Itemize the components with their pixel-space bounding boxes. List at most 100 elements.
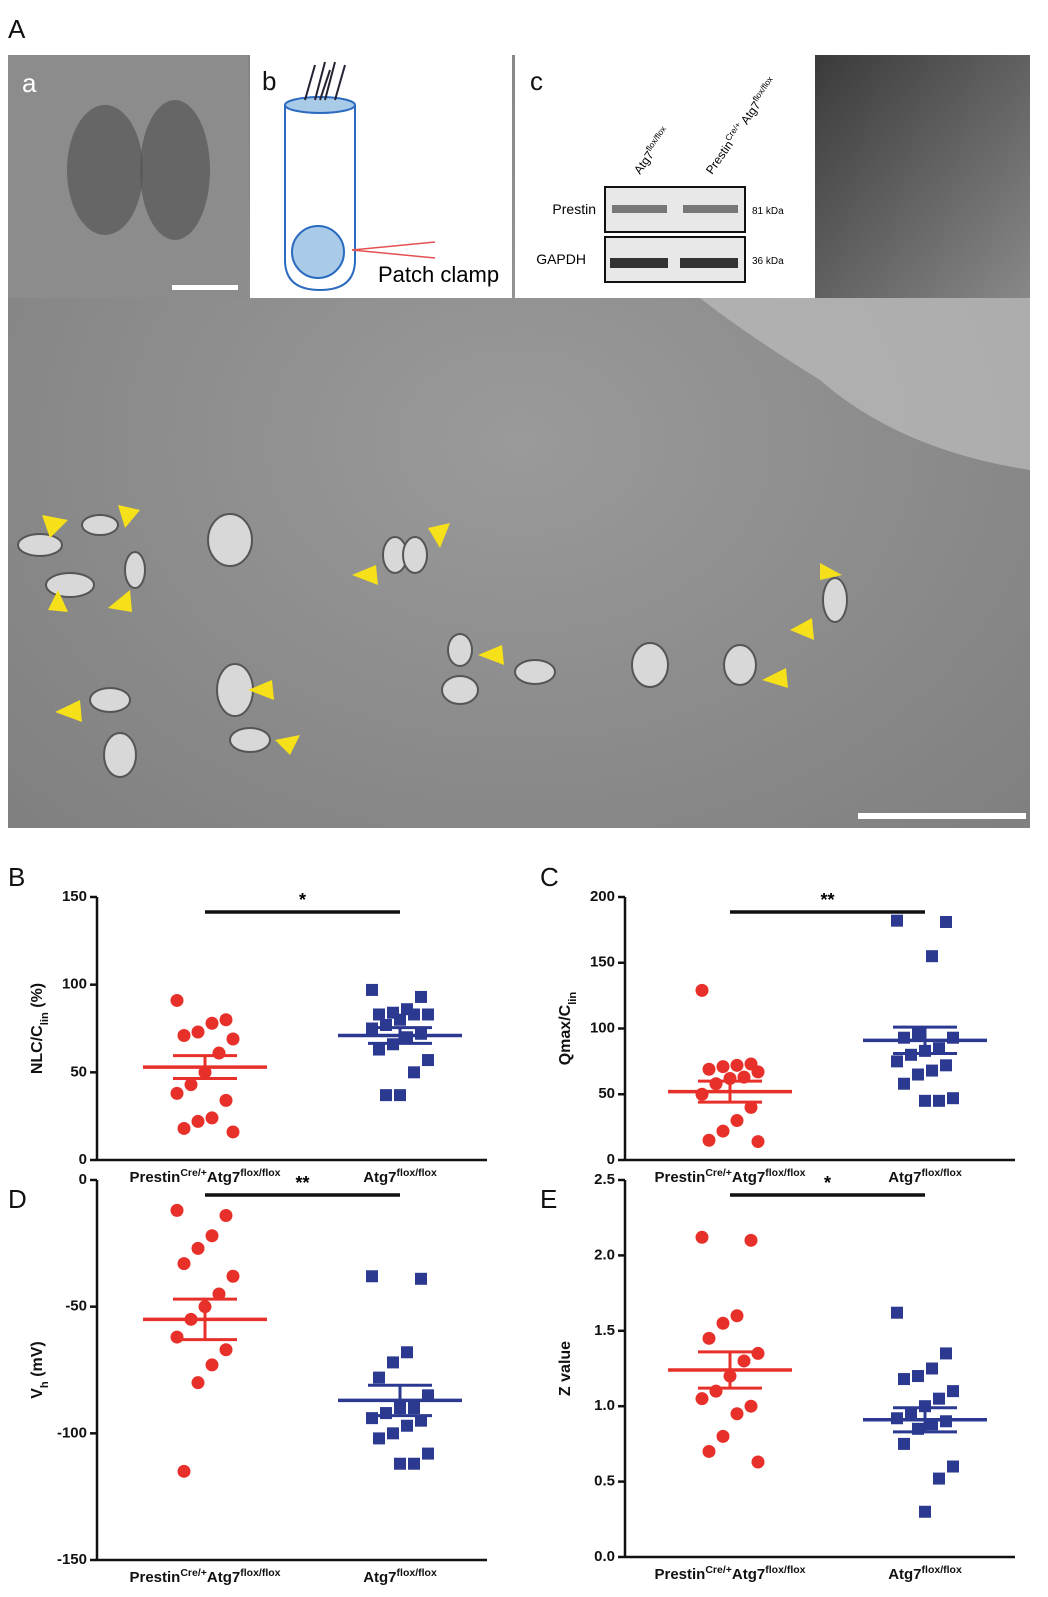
label-part: flox/flox [397, 1167, 437, 1179]
data-point [422, 1008, 434, 1021]
data-point [905, 1407, 917, 1420]
data-point [170, 1086, 184, 1100]
scale-bar [172, 285, 238, 290]
x-tick-label: PrestinCre/+Atg7flox/flox [654, 1167, 805, 1186]
bands [610, 205, 738, 268]
data-point [716, 1124, 730, 1138]
data-point [380, 1018, 392, 1031]
y-tick-label: 2.0 [594, 1246, 615, 1263]
label-part: Qmax/C [557, 1004, 574, 1065]
data-point [898, 1077, 910, 1090]
data-point [177, 1257, 191, 1271]
y-tick-label: 200 [590, 888, 615, 905]
data-point [205, 1229, 219, 1243]
pipette [351, 241, 436, 259]
label-part: flox/flox [240, 1567, 280, 1579]
data-point [219, 1093, 233, 1107]
data-point [709, 1384, 723, 1398]
data-point [226, 1269, 240, 1283]
data-point [212, 1287, 226, 1301]
significance-label: ** [820, 890, 834, 910]
y-tick-label: -50 [65, 1298, 87, 1315]
data-point [177, 1464, 191, 1478]
data-point [226, 1125, 240, 1139]
y-tick-label: 50 [70, 1063, 87, 1080]
panel-label: B [8, 862, 25, 892]
label-part: h [39, 1381, 51, 1388]
data-point [695, 983, 709, 997]
panel-label: A [8, 14, 26, 44]
label-part: Prestin [129, 1569, 180, 1586]
label-part: flox/flox [397, 1567, 437, 1579]
data-point [205, 1016, 219, 1030]
data-point [751, 1346, 765, 1360]
data-point [737, 1354, 751, 1368]
tissue-edge [700, 298, 1030, 470]
significance-label: * [824, 1173, 831, 1193]
data-point [184, 1078, 198, 1092]
label-part: (%) [29, 983, 46, 1012]
data-point [891, 1055, 903, 1068]
data-point [415, 990, 427, 1003]
data-point [947, 1385, 959, 1398]
data-point [387, 1427, 399, 1440]
data-point [702, 1444, 716, 1458]
error-bar [698, 1350, 762, 1390]
x-tick-label: PrestinCre/+Atg7flox/flox [129, 1167, 280, 1186]
nucleus [291, 225, 345, 279]
data-point [898, 1373, 910, 1386]
label-part: Atg7 [888, 1169, 921, 1186]
data-point [702, 1133, 716, 1147]
data-point [751, 1065, 765, 1079]
y-tick-label: 2.5 [594, 1171, 615, 1188]
data-point [919, 1505, 931, 1518]
y-tick-label: -150 [57, 1551, 87, 1568]
data-point [940, 915, 952, 928]
data-point [751, 1135, 765, 1149]
cells [17, 513, 848, 778]
data-point [716, 1316, 730, 1330]
data-point [422, 1447, 434, 1460]
label-part: Atg7 [888, 1566, 921, 1583]
data-point [219, 1208, 233, 1222]
data-point [695, 1230, 709, 1244]
data-point [191, 1114, 205, 1128]
annotation: Patch clamp [378, 262, 499, 287]
y-tick-label: 50 [598, 1085, 615, 1102]
error-bar [368, 1383, 432, 1418]
label-part: lin [567, 992, 579, 1005]
data-point [947, 1092, 959, 1105]
label-part: flox/flox [765, 1564, 805, 1576]
data-point [702, 1331, 716, 1345]
data-point [170, 1203, 184, 1217]
data-point [898, 1437, 910, 1450]
arrowheads [42, 505, 842, 755]
data-point [373, 1432, 385, 1445]
row-label: GAPDH [536, 251, 586, 267]
data-point [730, 1407, 744, 1421]
sub-label: b [262, 66, 276, 96]
y-tick-label: 0.0 [594, 1548, 615, 1565]
data-point [415, 1414, 427, 1427]
data-point [366, 1270, 378, 1283]
data-point [730, 1309, 744, 1323]
label-part: Cre/+ [180, 1167, 207, 1179]
data-point [912, 1027, 924, 1040]
tissue-image [815, 55, 1030, 298]
row-label: Prestin [552, 201, 596, 217]
scale-bar [858, 813, 1026, 819]
x-tick-label: Atg7flox/flox [888, 1167, 962, 1186]
data-point [205, 1111, 219, 1125]
label-part: Atg7 [732, 1566, 765, 1583]
data-point [170, 1330, 184, 1344]
data-point [415, 1027, 427, 1040]
data-point [730, 1114, 744, 1128]
size-label: 81 kDa [752, 206, 784, 217]
error-bar [173, 1297, 237, 1342]
data-point [177, 1121, 191, 1135]
label-part: Atg7 [207, 1569, 240, 1586]
data-point [716, 1060, 730, 1074]
error-bar [893, 1406, 957, 1434]
data-point [940, 1347, 952, 1360]
data-point [191, 1025, 205, 1039]
